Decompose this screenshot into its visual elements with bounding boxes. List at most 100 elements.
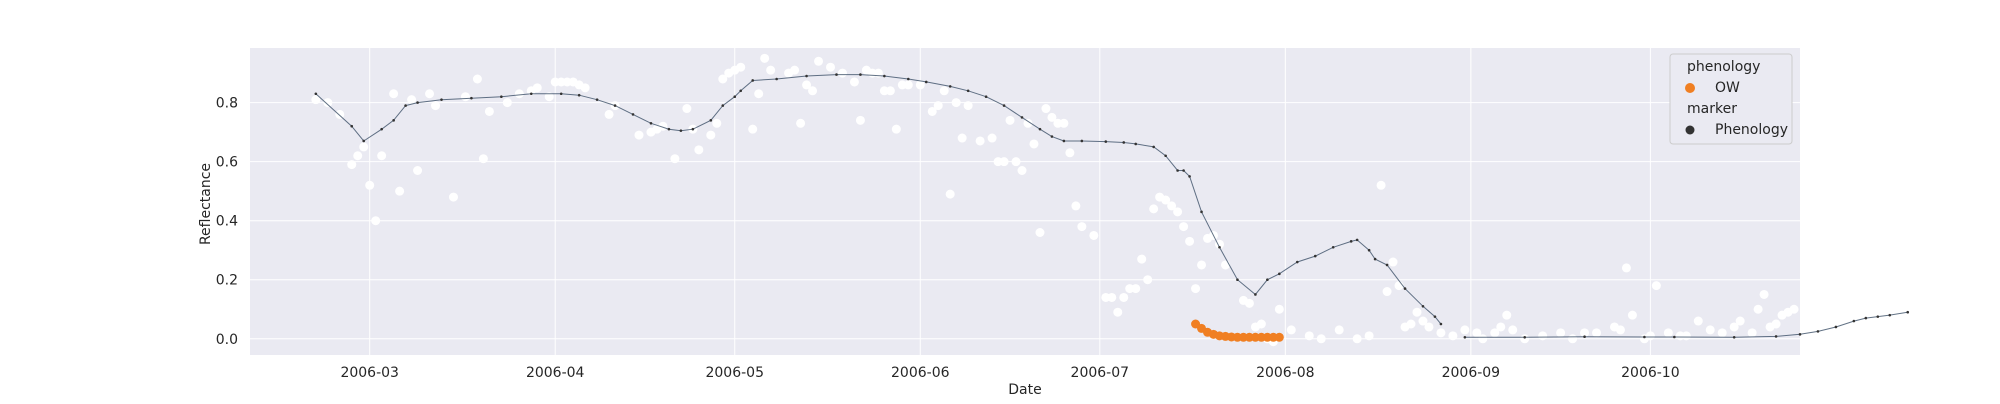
observation-point bbox=[1119, 292, 1129, 302]
legend-title-phenology: phenology bbox=[1687, 59, 1760, 75]
observation-point bbox=[460, 92, 470, 102]
phenology-marker-point bbox=[1816, 330, 1820, 333]
observation-point bbox=[1538, 331, 1548, 341]
legend-box bbox=[1669, 53, 1793, 145]
phenology-marker-point bbox=[948, 85, 952, 88]
y-tick-label: 0.8 bbox=[216, 96, 238, 112]
y-tick-label: 0.0 bbox=[216, 332, 238, 348]
observation-point bbox=[1059, 118, 1069, 128]
observation-point bbox=[1286, 325, 1296, 335]
legend: phenology OW marker Phenology bbox=[1669, 53, 1793, 145]
observation-point bbox=[1161, 195, 1171, 205]
phenology-marker-point bbox=[1278, 272, 1281, 276]
observation-point bbox=[1065, 148, 1075, 158]
phenology-marker-point bbox=[470, 96, 473, 100]
observation-point bbox=[760, 53, 770, 63]
phenology-marker-point bbox=[835, 73, 838, 76]
observation-point bbox=[1179, 222, 1189, 232]
observation-point bbox=[945, 189, 955, 199]
tick-label-layer: 2006-03 2006-04 2006-05 2006-06 2006-07 2006-… bbox=[216, 96, 1680, 381]
observation-point bbox=[1592, 328, 1602, 338]
phenology-marker-point bbox=[392, 119, 395, 122]
observation-point bbox=[1460, 325, 1470, 335]
observation-point bbox=[323, 98, 333, 108]
legend-title-marker: marker bbox=[1687, 101, 1737, 117]
phenology-marker-point bbox=[1421, 304, 1425, 308]
phenology-marker-point bbox=[1732, 335, 1736, 339]
observation-point bbox=[1167, 201, 1177, 211]
phenology-marker-point bbox=[1349, 240, 1353, 243]
observation-point bbox=[670, 154, 680, 164]
observation-point bbox=[1580, 328, 1590, 338]
observation-point bbox=[1424, 322, 1434, 332]
observation-point bbox=[347, 160, 357, 170]
observation-point bbox=[1615, 325, 1625, 335]
observation-point bbox=[1508, 325, 1518, 335]
x-tick-label: 2006-05 bbox=[705, 365, 764, 381]
phenology-marker-point bbox=[1218, 245, 1221, 249]
phenology-marker-point bbox=[1673, 335, 1676, 339]
phenology-marker-point bbox=[1798, 333, 1802, 336]
observation-point bbox=[1747, 328, 1757, 338]
observation-point bbox=[484, 106, 494, 116]
observation-point bbox=[1023, 118, 1033, 128]
observation-point bbox=[1143, 275, 1153, 285]
phenology-marker-point bbox=[1864, 316, 1868, 320]
observation-point bbox=[1412, 307, 1422, 317]
observation-point bbox=[448, 192, 458, 202]
observation-point bbox=[939, 86, 949, 96]
observation-point bbox=[963, 101, 973, 111]
observation-point bbox=[796, 118, 806, 128]
observation-point bbox=[353, 151, 363, 161]
phenology-marker-point bbox=[667, 127, 671, 131]
phenology-marker-point bbox=[1254, 293, 1257, 296]
observation-point bbox=[1693, 316, 1703, 326]
phenology-marker-point bbox=[559, 92, 563, 96]
phenology-marker-point bbox=[1385, 263, 1389, 267]
observation-point bbox=[1729, 322, 1739, 332]
observation-point bbox=[389, 89, 399, 99]
observation-point bbox=[1735, 316, 1745, 326]
observation-point bbox=[1753, 304, 1763, 314]
phenology-marker-point bbox=[1188, 175, 1191, 178]
observation-point bbox=[413, 166, 423, 176]
observation-point bbox=[1191, 284, 1201, 294]
phenology-marker-point bbox=[1104, 140, 1108, 143]
phenology-marker-point bbox=[1266, 278, 1269, 282]
observation-point bbox=[891, 124, 901, 134]
observation-point bbox=[712, 118, 722, 128]
observation-point bbox=[1005, 115, 1015, 125]
observation-point bbox=[837, 68, 847, 78]
phenology-marker-point bbox=[1295, 260, 1299, 264]
observation-point bbox=[1274, 304, 1284, 314]
legend-ow-marker bbox=[1685, 83, 1695, 93]
observation-point bbox=[544, 92, 554, 102]
phenology-marker-point bbox=[1774, 335, 1778, 338]
observation-point bbox=[311, 95, 321, 105]
mark-layer bbox=[311, 53, 1910, 347]
observation-point bbox=[855, 115, 865, 125]
observation-point bbox=[1771, 319, 1781, 329]
phenology-marker-point bbox=[721, 104, 725, 107]
observation-point bbox=[933, 101, 943, 111]
observation-point bbox=[335, 109, 345, 119]
phenology-marker-point bbox=[709, 119, 713, 122]
observation-point bbox=[1316, 334, 1326, 344]
observation-point bbox=[682, 104, 692, 114]
phenology-marker-point bbox=[1236, 278, 1239, 282]
observation-point bbox=[1071, 201, 1081, 211]
phenology-marker-point bbox=[1038, 127, 1042, 131]
phenology-marker-point bbox=[362, 139, 366, 143]
observation-point bbox=[1448, 331, 1458, 341]
phenology-marker-point bbox=[595, 98, 599, 101]
ow-point bbox=[1274, 332, 1284, 342]
observation-point bbox=[1334, 325, 1344, 335]
phenology-marker-point bbox=[1200, 210, 1203, 214]
observation-point bbox=[1220, 260, 1230, 270]
phenology-marker-point bbox=[1403, 287, 1407, 290]
observation-point bbox=[736, 62, 746, 72]
observation-point bbox=[1035, 227, 1045, 237]
observation-point bbox=[1705, 325, 1715, 335]
observation-point bbox=[1789, 304, 1799, 314]
